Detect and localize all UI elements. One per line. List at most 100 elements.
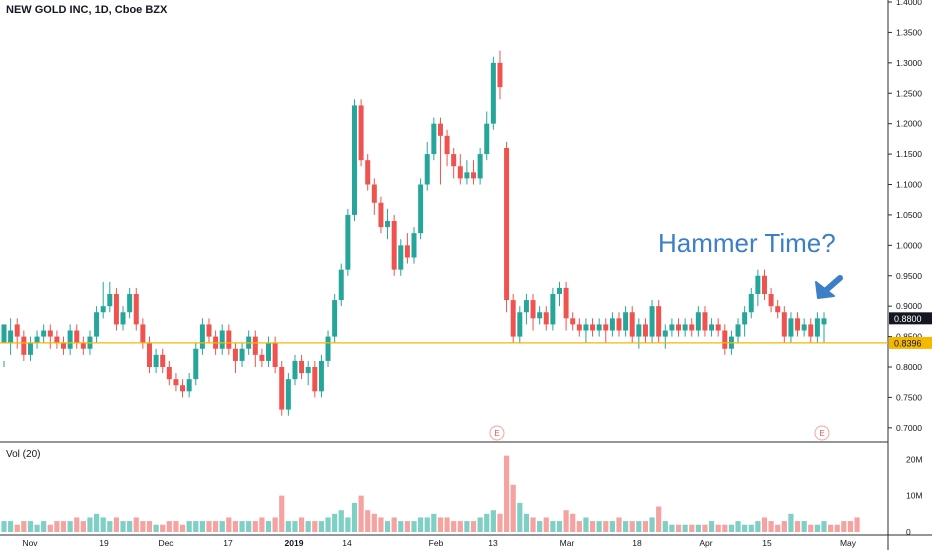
candle-body	[206, 324, 212, 337]
volume-bar	[775, 524, 781, 532]
volume-bar	[748, 524, 754, 532]
volume-bar	[543, 517, 549, 532]
candle-body	[821, 318, 827, 325]
candle-body	[153, 354, 159, 367]
volume-bar	[437, 517, 444, 532]
candle-body	[305, 367, 311, 374]
candle-body	[748, 294, 754, 313]
volume-bar	[193, 521, 199, 532]
volume-bar	[808, 524, 814, 532]
volume-bar	[669, 524, 675, 532]
volume-bar	[54, 521, 60, 532]
candle-body	[146, 342, 152, 367]
volume-bar	[742, 524, 748, 532]
candle-body	[94, 312, 100, 337]
volume-bar	[801, 521, 807, 532]
volume-bar	[67, 521, 73, 532]
y-tick-label: 1.1000	[896, 180, 922, 190]
volume-bar	[173, 521, 179, 532]
candle-body	[808, 324, 814, 337]
candle-body	[14, 324, 20, 337]
volume-bar	[213, 521, 219, 532]
candle-body	[616, 318, 622, 331]
chart-title: NEW GOLD INC, 1D, Cboe BZX	[6, 4, 168, 16]
candle-body	[742, 312, 748, 325]
volume-bar	[239, 521, 245, 532]
candle-body	[814, 318, 820, 337]
candle-body	[74, 330, 80, 343]
support-price-label: 0.8396	[894, 338, 922, 348]
volume-bar	[834, 524, 840, 532]
volume-bar	[828, 524, 834, 532]
x-tick-label: Apr	[699, 538, 712, 548]
volume-bar	[206, 521, 212, 532]
volume-bar	[160, 524, 166, 532]
x-tick-label: 18	[632, 538, 642, 548]
volume-tick-label: 20M	[906, 454, 923, 464]
volume-bar	[47, 524, 53, 532]
candle-body	[338, 269, 344, 301]
candle-body	[636, 324, 642, 337]
candle-body	[722, 330, 728, 349]
candle-body	[232, 348, 238, 361]
volume-bar	[305, 521, 311, 532]
volume-bar	[146, 521, 153, 532]
volume-bar	[603, 521, 609, 532]
last-price-tag	[889, 312, 932, 325]
candle-body	[682, 324, 688, 331]
candle-body	[47, 330, 53, 337]
volume-bar	[41, 521, 47, 532]
volume-bar	[470, 521, 477, 532]
candle-body	[100, 306, 106, 313]
volume-bar	[259, 517, 265, 532]
x-tick-label: 14	[342, 538, 352, 548]
candle-body	[788, 318, 794, 337]
y-tick-label: 1.3500	[896, 27, 922, 37]
candle-body	[41, 330, 47, 337]
volume-tick-label: 0	[906, 527, 911, 537]
volume-bar	[755, 521, 761, 532]
volume-bar	[338, 510, 344, 532]
y-tick-label: 1.2000	[896, 119, 922, 129]
volume-bar	[556, 521, 563, 532]
volume-bar	[523, 513, 530, 532]
x-tick-label: Nov	[22, 538, 38, 548]
volume-bar	[246, 521, 252, 532]
x-tick-label: May	[840, 538, 857, 548]
candle-body	[583, 324, 589, 331]
volume-bar	[451, 521, 457, 532]
candle-body	[457, 166, 463, 179]
candle-body	[775, 306, 781, 313]
candle-body	[180, 385, 186, 392]
candle-body	[193, 348, 199, 380]
volume-bar	[418, 517, 424, 532]
volume-bar	[682, 524, 688, 532]
candle-body	[444, 135, 450, 155]
volume-bar	[8, 521, 14, 532]
volume-bar	[107, 521, 113, 532]
y-tick-label: 1.0500	[896, 210, 922, 220]
candle-body	[371, 184, 377, 203]
candle-body	[252, 336, 258, 355]
candle-body	[563, 287, 569, 319]
volume-bar	[662, 521, 668, 532]
earnings-marker-label: E	[494, 429, 499, 438]
candle-body	[556, 287, 562, 294]
volume-bar	[424, 517, 430, 532]
volume-bar	[1, 521, 7, 532]
candle-body	[669, 324, 675, 331]
y-tick-label: 0.8500	[896, 332, 922, 342]
candle-body	[27, 342, 33, 355]
candle-body	[590, 324, 596, 331]
volume-bar	[794, 521, 801, 532]
candle-body	[735, 324, 741, 337]
volume-bar	[570, 513, 576, 532]
candle-body	[67, 330, 73, 349]
candle-body	[477, 154, 483, 179]
candle-body	[173, 379, 179, 386]
volume-bar	[332, 513, 338, 532]
volume-bar	[497, 513, 503, 532]
volume-bar	[636, 521, 642, 532]
candle-body	[437, 123, 443, 136]
